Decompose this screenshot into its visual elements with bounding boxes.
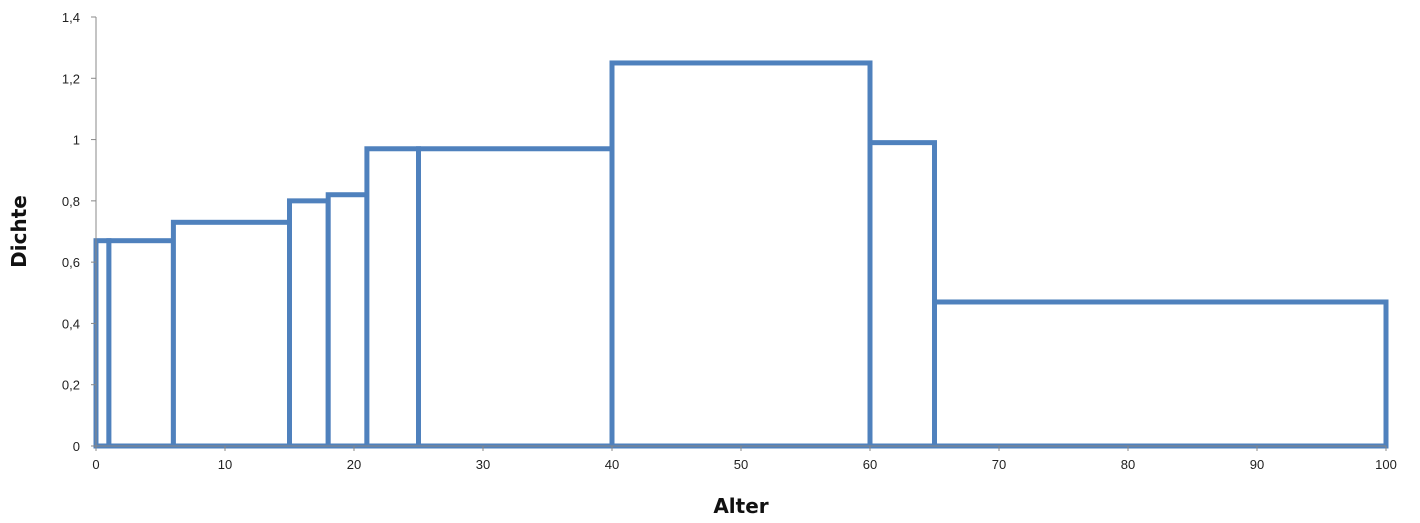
- histogram-bar-5: [325, 192, 370, 449]
- y-tick-label: 1,2: [62, 71, 80, 86]
- y-ticks-group: 0 0,2 0,4 0,6 0,8 1 1,2 1,4: [62, 10, 96, 454]
- histogram-bar-9: [867, 140, 937, 449]
- histogram-bar-4: [287, 198, 331, 449]
- y-tick-label: 0,6: [62, 255, 80, 270]
- x-tick-label: 20: [347, 457, 361, 472]
- x-axis-title: Alter: [713, 494, 768, 518]
- x-tick-label: 80: [1121, 457, 1135, 472]
- histogram-bar-10: [932, 299, 1389, 449]
- x-tick-label: 30: [476, 457, 490, 472]
- histogram-bar-2: [106, 238, 176, 449]
- x-tick-label: 100: [1375, 457, 1397, 472]
- y-tick-label: 0: [73, 439, 80, 454]
- x-tick-label: 50: [734, 457, 748, 472]
- x-tick-label: 40: [605, 457, 619, 472]
- y-tick-label: 0,4: [62, 316, 80, 331]
- y-tick-label: 0,2: [62, 378, 80, 393]
- x-tick-label: 70: [992, 457, 1006, 472]
- y-tick-label: 1,4: [62, 10, 80, 25]
- bars-group: [93, 60, 1389, 449]
- x-tick-label: 10: [218, 457, 232, 472]
- x-ticks-group: 0 10 20 30 40 50 60 70 80 90 100: [92, 446, 1397, 472]
- x-tick-label: 90: [1250, 457, 1264, 472]
- histogram-bar-3: [170, 219, 292, 449]
- x-tick-label: 0: [92, 457, 99, 472]
- histogram-bar-8: [609, 60, 873, 449]
- y-tick-label: 1: [73, 133, 80, 148]
- y-axis-title: Dichte: [7, 195, 31, 268]
- y-tick-label: 0,8: [62, 194, 80, 209]
- histogram-bar-6: [364, 146, 421, 449]
- histogram-bar-7: [416, 146, 615, 449]
- x-tick-label: 60: [863, 457, 877, 472]
